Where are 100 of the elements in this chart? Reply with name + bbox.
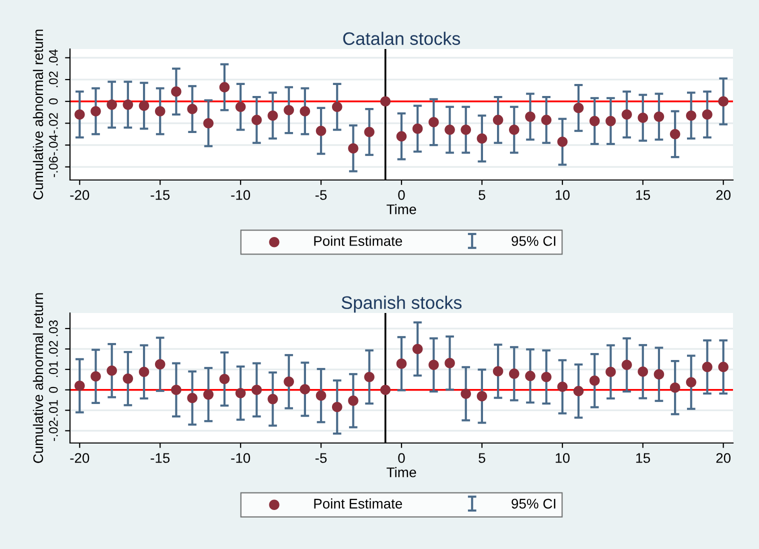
point (557, 382, 568, 392)
point (638, 366, 648, 377)
point (541, 372, 552, 382)
point (171, 86, 182, 97)
point (525, 370, 536, 382)
point (187, 104, 198, 114)
text: Point Estimate (314, 498, 402, 509)
point (268, 394, 278, 404)
point (541, 114, 552, 126)
y-tick-label: .04 (48, 49, 58, 66)
point (332, 102, 342, 112)
point (622, 109, 632, 120)
point (476, 391, 488, 402)
point (235, 388, 246, 398)
point (219, 82, 230, 92)
point (348, 143, 358, 154)
point (492, 114, 504, 126)
point (412, 124, 423, 134)
point (106, 100, 117, 110)
x-tick-label: 10 (556, 453, 570, 463)
point (557, 136, 568, 147)
point (606, 366, 616, 378)
x-tick-label: 5 (478, 453, 486, 463)
point (348, 396, 358, 406)
point (654, 112, 664, 122)
point (74, 109, 85, 120)
y-tick-label: -.02 (48, 420, 58, 441)
point (300, 106, 310, 116)
point (106, 365, 117, 376)
point (316, 390, 326, 401)
point (235, 102, 246, 112)
point (589, 116, 600, 126)
point (74, 380, 85, 391)
point (187, 392, 198, 404)
text: 95% CI (512, 498, 556, 509)
x-tick-label: 10 (556, 190, 570, 200)
point (460, 388, 472, 399)
x-tick-label: -10 (231, 190, 250, 200)
point (380, 96, 391, 107)
text: Point Estimate (314, 236, 402, 246)
x-tick-label: 0 (398, 453, 405, 463)
x-tick-label: 15 (636, 453, 650, 463)
point (252, 114, 262, 126)
point (702, 109, 712, 120)
point (670, 129, 680, 140)
x-tick-label: 5 (478, 190, 486, 200)
point (122, 373, 134, 384)
point (428, 360, 439, 370)
point (122, 100, 134, 110)
y-axis-title: Cumulative abnormal return (32, 30, 44, 200)
point (702, 362, 712, 372)
point (573, 102, 584, 114)
point (380, 384, 391, 396)
point (622, 360, 632, 370)
y-tick-label: .02 (48, 340, 58, 357)
y-tick-label: .03 (48, 320, 58, 336)
x-tick-label: -15 (150, 190, 170, 200)
y-tick-label: .01 (48, 361, 58, 377)
point (203, 389, 214, 400)
y-tick-label: .02 (48, 72, 58, 88)
chart-title: Catalan stocks (343, 32, 460, 46)
point (476, 133, 488, 144)
x-tick-label: -10 (231, 453, 250, 463)
point (412, 344, 423, 354)
chart-title: Spanish stocks (342, 296, 462, 313)
y-tick-label: 0 (48, 386, 58, 393)
point (589, 376, 600, 386)
x-tick-label: -5 (315, 190, 327, 200)
point (654, 369, 664, 380)
x-tick-label: 15 (636, 190, 650, 200)
point (268, 110, 278, 121)
point (396, 131, 407, 142)
point (154, 359, 166, 370)
point (638, 112, 648, 123)
x-tick-label: 0 (398, 190, 405, 200)
point (492, 366, 504, 376)
y-tick-label: -.01 (48, 400, 58, 421)
point (203, 118, 214, 128)
point (573, 386, 584, 396)
point (316, 126, 326, 136)
point (364, 126, 374, 138)
point (460, 124, 472, 135)
x-tick-label: -15 (150, 453, 170, 463)
point (171, 384, 182, 396)
point (138, 100, 150, 111)
point (508, 124, 520, 135)
point (670, 382, 680, 393)
point (686, 110, 696, 121)
point (332, 402, 342, 412)
x-axis-title: Time (386, 204, 416, 214)
point (138, 366, 150, 378)
point (90, 371, 101, 382)
point (686, 377, 696, 388)
x-axis-title: Time (386, 467, 416, 478)
point (300, 384, 310, 394)
point (508, 368, 520, 379)
point (219, 374, 230, 384)
x-tick-label: -20 (70, 190, 90, 200)
point (284, 104, 294, 116)
point (154, 106, 166, 116)
